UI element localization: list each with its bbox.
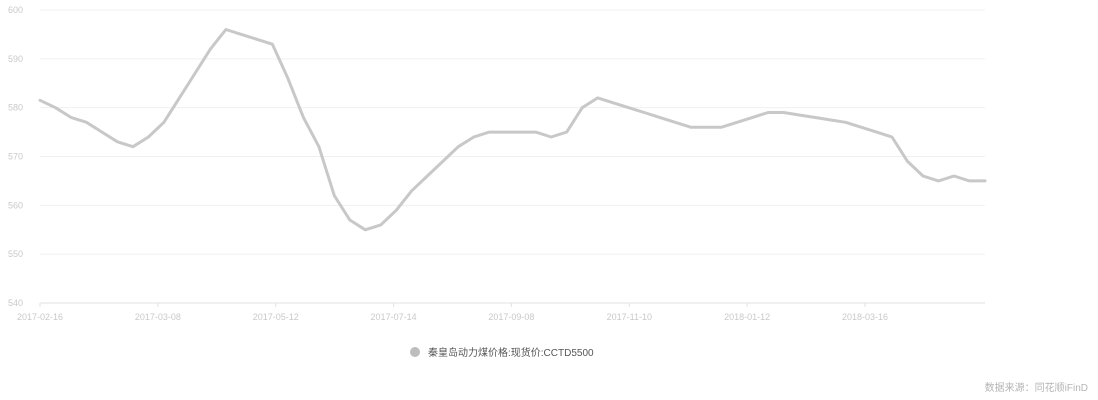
legend-label: 秦皇岛动力煤价格:现货价:CCTD5500: [428, 348, 594, 359]
x-tick-label: 2017-07-14: [371, 312, 417, 322]
x-tick-label: 2017-02-16: [17, 312, 63, 322]
y-tick-label: 580: [8, 103, 23, 113]
legend-marker: [410, 346, 420, 357]
series-line[interactable]: [38, 28, 987, 232]
y-tick-label: 590: [8, 54, 23, 64]
x-tick-label: 2017-03-08: [135, 312, 181, 322]
y-tick-label: 600: [8, 5, 23, 15]
source-text: 数据来源：同花顺iFinD: [984, 383, 1088, 394]
legend[interactable]: 秦皇岛动力煤价格:现货价:CCTD5500: [410, 344, 594, 359]
y-tick-label: 540: [8, 298, 23, 308]
y-tick-label: 570: [8, 152, 23, 162]
x-tick-label: 2018-03-16: [842, 312, 888, 322]
x-tick-label: 2017-05-12: [253, 312, 299, 322]
x-tick-label: 2017-09-08: [488, 312, 534, 322]
y-tick-label: 550: [8, 249, 23, 259]
x-tick-label: 2017-11-10: [607, 312, 652, 322]
y-tick-label: 560: [8, 200, 23, 210]
x-tick-label: 2018-01-12: [724, 312, 770, 322]
